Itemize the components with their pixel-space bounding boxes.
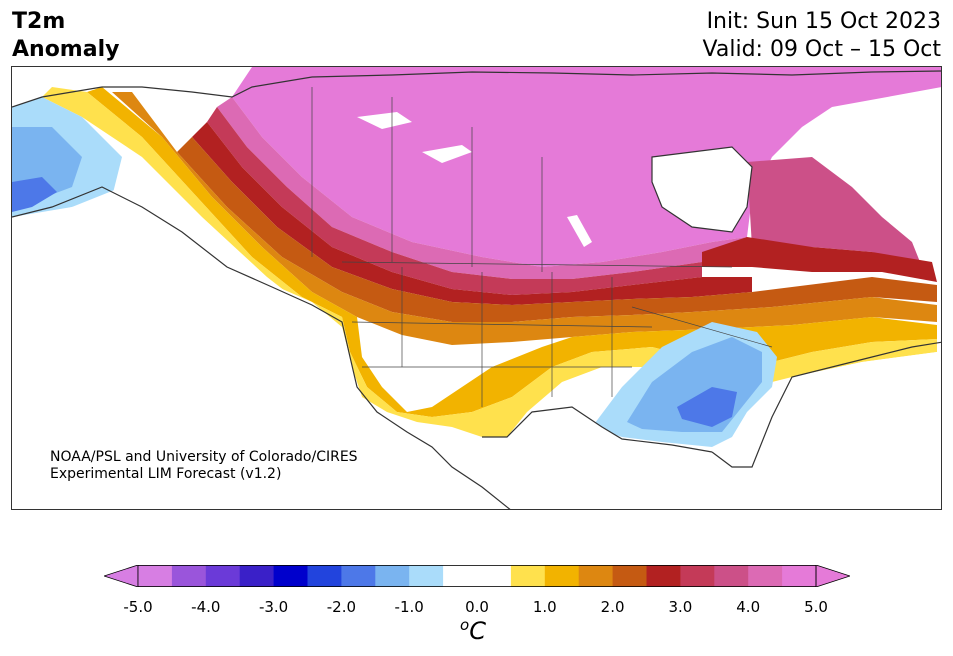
colorbar-segment (510, 565, 546, 587)
anomaly-region-pink-arctic-2 (217, 97, 752, 279)
colorbar-tick-label: -1.0 (394, 598, 424, 616)
credit-line-2: Experimental LIM Forecast (v1.2) (50, 466, 282, 482)
anomaly-region-alaska-darkblue (12, 177, 57, 212)
anomaly-region-se-us-darkblue (677, 387, 737, 427)
colorbar-segment (443, 565, 478, 587)
colorbar-over-extension (815, 565, 850, 587)
colorbar-segment (307, 565, 342, 587)
colorbar-tick-label: 5.0 (804, 598, 828, 616)
colorbar-segment (205, 565, 241, 587)
colorbar-unit-label: oC (460, 616, 486, 645)
anomaly-region-east-canada-red (702, 237, 937, 282)
valid-range-label: Valid: 09 Oct – 15 Oct (702, 37, 941, 62)
great-slave-lake (422, 145, 472, 163)
unit-base: C (469, 617, 486, 645)
colorbar-segment (239, 565, 275, 587)
colorbar-border (137, 565, 817, 587)
unit-superscript: o (460, 616, 470, 634)
init-date-label: Init: Sun 15 Oct 2023 (706, 9, 941, 34)
political-borders (311, 87, 773, 407)
anomaly-region-pink-north (232, 67, 941, 267)
great-bear-lake (357, 112, 412, 129)
map-credit: NOAA/PSL and University of Colorado/CIRE… (50, 449, 358, 483)
map-panel: NOAA/PSL and University of Colorado/CIRE… (11, 66, 942, 510)
colorbar-segment (748, 565, 783, 587)
credit-line-1: NOAA/PSL and University of Colorado/CIRE… (50, 449, 358, 465)
colorbar-segment (578, 565, 614, 587)
colorbar (104, 565, 850, 587)
colorbar-segment (714, 565, 749, 587)
colorbar-segment (612, 565, 647, 587)
colorbar-tick-label: 0.0 (465, 598, 489, 616)
anomaly-region-dark-red-band (192, 122, 752, 305)
anomaly-region-red-band (207, 107, 702, 295)
colorbar-segment (409, 565, 444, 587)
colorbar-segment (646, 565, 681, 587)
colorbar-segment (138, 565, 173, 587)
colorbar-tick-labels: -5.0 -4.0 -3.0 -2.0 -1.0 0.0 1.0 2.0 3.0 4.0 5.0 (0, 598, 953, 618)
colorbar-tick-label: -5.0 (123, 598, 153, 616)
colorbar-segment (273, 565, 308, 587)
colorbar-tick-label: 1.0 (532, 598, 557, 616)
colorbar-tick-label: 2.0 (600, 598, 625, 616)
title-line-1: T2m (12, 9, 66, 34)
coastlines (12, 70, 941, 509)
colorbar-segment (544, 565, 580, 587)
hudson-bay (652, 147, 752, 232)
colorbar-tick-label: -2.0 (326, 598, 357, 616)
colorbar-segment (680, 565, 715, 587)
colorbar-tick-label: -3.0 (258, 598, 289, 616)
colorbar-under-extension (104, 565, 139, 587)
title-line-2: Anomaly (12, 37, 120, 62)
colorbar-segment (171, 565, 207, 587)
pacific-ocean (12, 187, 362, 509)
colorbar-segment (375, 565, 410, 587)
colorbar-tick-label: 3.0 (668, 598, 693, 616)
colorbar-tick-label: 4.0 (736, 598, 761, 616)
anomaly-map (12, 67, 941, 509)
map-title: T2m Anomaly (12, 8, 119, 64)
colorbar-segment (341, 565, 376, 587)
forecast-dates: Init: Sun 15 Oct 2023 Valid: 09 Oct – 15… (703, 8, 941, 64)
anomaly-region-orange (112, 92, 937, 345)
anomaly-region-east-canada (747, 157, 922, 267)
lake-winnipeg (567, 215, 592, 247)
colorbar-segment (477, 565, 512, 587)
colorbar-segment (782, 565, 817, 587)
colorbar-tick-label: -4.0 (191, 598, 221, 616)
gulf-of-mexico-area (412, 407, 732, 509)
